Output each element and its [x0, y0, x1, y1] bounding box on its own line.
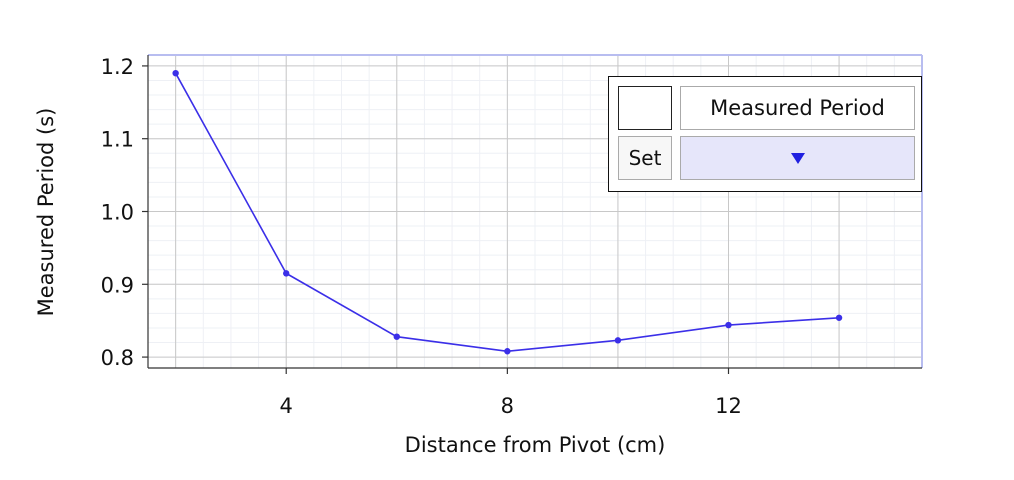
data-point — [172, 69, 179, 77]
data-point — [393, 333, 400, 340]
y-tick-label: 0.9 — [101, 273, 134, 297]
y-tick-label: 1.0 — [101, 201, 134, 225]
axes-layer: 4 8 12 0.8 0.9 1.0 1.1 1.2 — [101, 54, 923, 418]
data-point — [725, 321, 732, 329]
legend: Measured Period Set — [608, 76, 922, 192]
x-tick-label: 4 — [280, 394, 293, 418]
legend-series-name[interactable]: Measured Period — [680, 86, 915, 130]
x-tick-label: 8 — [501, 394, 514, 418]
data-point — [835, 314, 843, 321]
data-point — [283, 270, 290, 277]
data-point — [504, 348, 511, 355]
series-dropdown[interactable] — [680, 136, 915, 180]
y-tick-label: 1.2 — [101, 55, 134, 79]
data-point — [614, 337, 622, 344]
chevron-down-icon — [790, 152, 805, 164]
y-tick-label: 1.1 — [101, 128, 134, 152]
legend-swatch[interactable] — [618, 86, 672, 130]
x-tick-label: 12 — [715, 394, 742, 418]
series-layer — [172, 69, 843, 355]
y-tick-label: 0.8 — [101, 346, 134, 370]
x-axis-title: Distance from Pivot (cm) — [405, 433, 666, 457]
set-button[interactable]: Set — [618, 136, 672, 180]
y-axis-title: Measured Period (s) — [34, 108, 58, 317]
